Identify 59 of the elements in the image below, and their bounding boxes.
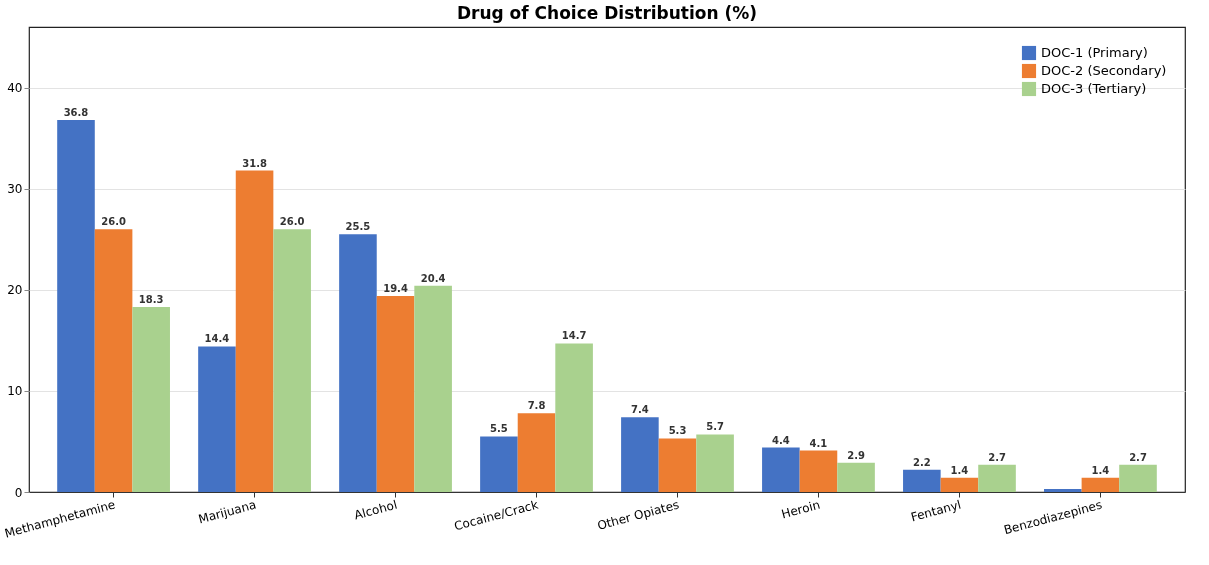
y-tick-label: 0 — [14, 485, 23, 500]
data-label: 5.7 — [706, 421, 724, 433]
data-label: 19.4 — [383, 282, 408, 294]
data-label: 1.4 — [950, 464, 969, 476]
bar — [94, 229, 133, 492]
data-label: 1.4 — [1091, 464, 1110, 476]
bar — [57, 120, 95, 492]
data-label: 2.2 — [912, 456, 931, 468]
bar — [414, 285, 452, 492]
chart-title: Drug of Choice Distribution (%) — [456, 3, 758, 23]
bar — [658, 438, 697, 492]
bar — [235, 170, 274, 492]
bar — [480, 436, 518, 492]
bar — [978, 464, 1016, 492]
data-label: 26.0 — [279, 216, 305, 228]
data-label: 14.4 — [204, 333, 230, 345]
bar — [903, 469, 941, 492]
data-label: 26.0 — [101, 216, 126, 228]
bar — [517, 413, 556, 492]
bar — [198, 346, 236, 492]
data-label: 25.5 — [345, 221, 371, 233]
x-tick-label: Alcohol — [352, 497, 399, 523]
y-tick-label: 30 — [7, 182, 23, 197]
bar — [799, 450, 838, 492]
x-tick-label: Heroin — [779, 497, 822, 522]
data-label: 18.3 — [138, 294, 164, 306]
data-label: 20.4 — [420, 272, 446, 284]
y-tick-label: 40 — [7, 81, 23, 96]
data-label: 7.4 — [631, 404, 649, 416]
bar — [1081, 477, 1120, 492]
bar — [339, 234, 377, 492]
data-label: 5.3 — [668, 425, 687, 437]
y-tick-label: 10 — [7, 384, 23, 399]
x-tick-label: Other Opiates — [595, 497, 681, 533]
legend-label: DOC-1 (Primary) — [1041, 45, 1148, 60]
y-tick-label: 20 — [7, 283, 23, 298]
bar — [555, 343, 593, 492]
bar — [696, 434, 734, 492]
data-label: 4.1 — [809, 437, 828, 449]
bar — [132, 307, 170, 492]
data-label: 14.7 — [561, 330, 587, 342]
bar — [762, 447, 800, 492]
data-label: 4.4 — [772, 434, 790, 446]
bar — [621, 417, 659, 492]
data-label: 7.8 — [527, 400, 546, 412]
data-label: 5.5 — [490, 423, 508, 435]
bar — [1119, 464, 1157, 492]
data-label: 2.7 — [988, 451, 1006, 463]
data-label: 31.8 — [242, 157, 267, 169]
data-label: 2.9 — [847, 449, 865, 461]
legend-label: DOC-2 (Secondary) — [1041, 63, 1167, 78]
data-label: 2.7 — [1129, 451, 1147, 463]
bar — [273, 229, 311, 492]
bar — [837, 462, 875, 492]
legend-label: DOC-3 (Tertiary) — [1041, 81, 1147, 96]
data-label: 36.8 — [63, 107, 89, 118]
bar — [376, 295, 415, 492]
bar — [1044, 488, 1082, 492]
bar — [940, 477, 979, 492]
